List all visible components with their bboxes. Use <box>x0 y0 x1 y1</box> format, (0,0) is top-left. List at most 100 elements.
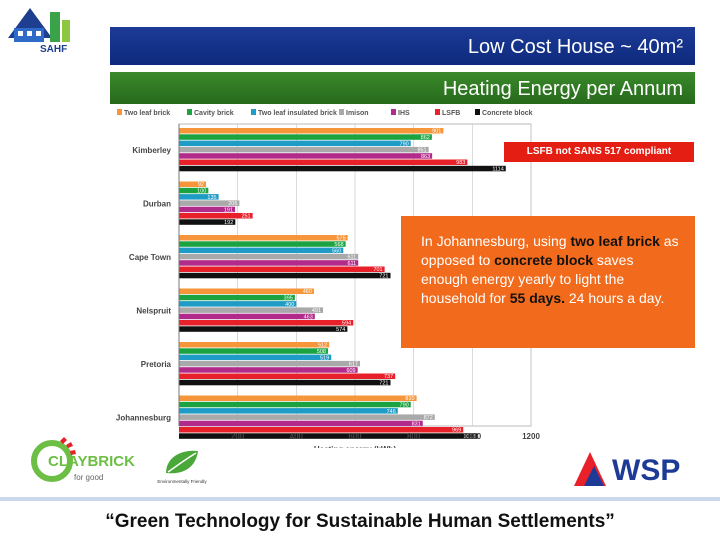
page-subtitle: Heating Energy per Annum <box>442 78 683 100</box>
bar <box>179 395 417 401</box>
legend-swatch <box>187 109 192 115</box>
bar-value-label: 901 <box>432 129 441 135</box>
sahf-logo-text: SAHF <box>40 44 68 55</box>
bar <box>179 420 423 427</box>
callout-emphasis-two-leaf-brick: two leaf brick <box>570 233 660 249</box>
bar-value-label: 983 <box>456 160 465 166</box>
bar <box>179 294 295 301</box>
bar-value-label: 790 <box>400 403 409 409</box>
bar-value-label: 251 <box>241 214 250 220</box>
x-tick-label: 600 <box>348 432 362 441</box>
bar <box>179 200 240 206</box>
legend-label: Imison <box>346 110 369 117</box>
legend-label: Concrete block <box>482 110 533 117</box>
bar-value-label: 790 <box>400 141 409 147</box>
bar <box>179 266 385 272</box>
x-tick-label: 1200 <box>522 432 540 441</box>
bar <box>179 408 398 414</box>
legend-swatch <box>391 109 396 115</box>
x-tick-label: 1000 <box>463 432 481 441</box>
title-bar: Low Cost House ~ 40m² <box>110 27 695 65</box>
bar <box>179 313 315 320</box>
bar-value-label: 810 <box>405 396 414 402</box>
x-tick-label: 400 <box>290 432 304 441</box>
category-label: Kimberley <box>132 146 171 155</box>
eco-leaf-logo: Environmentally Friendly <box>152 445 212 485</box>
chart-legend: Two leaf brick Cavity brick Two leaf insul… <box>113 107 559 119</box>
bar-value-label: 746 <box>387 409 396 415</box>
bar <box>179 307 324 313</box>
bar-value-label: 463 <box>304 314 313 320</box>
bar-value-label: 400 <box>285 302 294 308</box>
bar-value-label: 491 <box>312 308 321 314</box>
x-tick-label: 200 <box>231 432 245 441</box>
claybrick-wordmark: CLAYBRICK <box>48 453 135 470</box>
bar-value-label: 395 <box>284 296 293 302</box>
bar-value-label: 851 <box>417 148 426 154</box>
bar-value-label: 594 <box>342 321 351 327</box>
footer-slogan: “Green Technology for Sustainable Human … <box>105 511 615 532</box>
legend-label: LSFB <box>442 110 460 117</box>
bar <box>179 367 358 373</box>
sahf-logo <box>0 0 90 62</box>
bar <box>179 140 411 147</box>
bar-value-label: 609 <box>346 368 355 374</box>
bar <box>179 187 209 194</box>
category-label: Durban <box>143 200 171 209</box>
heating-energy-chart: Two leaf brick Cavity brick Two leaf insul… <box>113 107 559 448</box>
category-label: Cape Town <box>129 253 171 262</box>
bar <box>179 153 433 159</box>
bar-value-label: 721 <box>379 381 388 387</box>
bar-value-label: 519 <box>320 355 329 361</box>
chart-axes: 200 400 600 800 1000 1200 Heating energy (kWh)… <box>116 124 540 448</box>
legend-swatch <box>339 109 344 115</box>
bar-value-label: 737 <box>384 374 393 380</box>
bar-value-label: 512 <box>318 343 327 349</box>
bar <box>179 260 359 266</box>
page-title: Low Cost House ~ 40m² <box>467 36 683 58</box>
bar <box>179 342 330 348</box>
bar <box>179 433 478 439</box>
bar <box>179 235 348 241</box>
bar-value-label: 508 <box>317 349 326 355</box>
bar-value-label: 574 <box>336 327 345 333</box>
bar <box>179 146 429 153</box>
bar-value-label: 721 <box>379 274 388 280</box>
category-label: Nelspruit <box>136 307 171 316</box>
bar <box>179 288 314 294</box>
bar-value-label: 862 <box>421 135 430 141</box>
bar-value-label: 831 <box>412 421 421 427</box>
bar-value-label: 560 <box>332 248 341 254</box>
bar-value-label: 872 <box>424 415 433 421</box>
bar <box>179 128 444 134</box>
legend-label: Two leaf brick <box>124 110 170 117</box>
bar-value-label: 611 <box>347 261 356 267</box>
bar <box>179 213 253 219</box>
bar-value-label: 969 <box>452 428 461 434</box>
callout-emphasis-concrete-block: concrete block <box>494 252 593 268</box>
footer-divider <box>0 497 720 501</box>
category-label: Johannesburg <box>116 414 171 423</box>
callout-text-4: 24 hours a day. <box>565 290 665 306</box>
bar <box>179 241 346 247</box>
bar-value-label: 100 <box>197 189 206 195</box>
callout-text-2: as opposed to <box>421 233 679 268</box>
callout-text-1: In Johannesburg, using <box>421 233 571 249</box>
callout-text-3: saves enough energy yearly to light the … <box>421 252 634 306</box>
bar-value-label: 1018 <box>463 434 475 440</box>
category-label: Pretoria <box>141 360 172 369</box>
bar <box>179 253 359 260</box>
bar <box>179 134 432 140</box>
bar <box>179 165 506 172</box>
bar <box>179 206 236 213</box>
callout-emphasis-days: 55 days. <box>509 290 565 306</box>
bar-value-label: 568 <box>334 242 343 248</box>
bar-value-label: 575 <box>336 236 345 242</box>
bar <box>179 301 297 307</box>
wsp-logo: WSP <box>570 446 690 490</box>
bar <box>179 247 344 254</box>
legend-swatch <box>251 109 256 115</box>
bar-value-label: 191 <box>224 207 233 213</box>
bar-value-label: 135 <box>207 195 216 201</box>
legend-label: IHS <box>398 110 410 117</box>
